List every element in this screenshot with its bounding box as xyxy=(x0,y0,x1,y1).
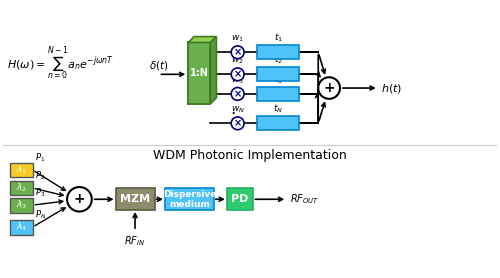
Text: $P_3$: $P_3$ xyxy=(35,187,45,199)
Text: ×: × xyxy=(234,89,241,99)
Text: $w_2$: $w_2$ xyxy=(232,56,244,66)
Text: $\lambda_1$: $\lambda_1$ xyxy=(16,164,27,176)
Circle shape xyxy=(231,68,244,81)
Text: $w_3$: $w_3$ xyxy=(231,75,244,86)
FancyBboxPatch shape xyxy=(227,188,254,210)
FancyBboxPatch shape xyxy=(258,87,300,101)
Polygon shape xyxy=(210,37,216,104)
Text: $P_2$: $P_2$ xyxy=(35,170,45,182)
Text: ×: × xyxy=(234,47,241,57)
Text: .: . xyxy=(230,107,235,125)
Text: .: . xyxy=(230,100,235,118)
Polygon shape xyxy=(188,37,216,43)
Text: $w_N$: $w_N$ xyxy=(230,105,244,115)
Text: $\delta(t)$: $\delta(t)$ xyxy=(148,59,169,72)
Text: $P_N$: $P_N$ xyxy=(35,209,46,221)
Text: +: + xyxy=(74,192,85,206)
Text: $H(\omega) = \sum_{n=0}^{N-1} a_n e^{-j\omega nT}$: $H(\omega) = \sum_{n=0}^{N-1} a_n e^{-j\… xyxy=(6,46,114,83)
Text: MZM: MZM xyxy=(120,194,150,204)
Text: +: + xyxy=(324,81,335,95)
FancyBboxPatch shape xyxy=(188,43,210,104)
Text: $RF_{OUT}$: $RF_{OUT}$ xyxy=(290,192,319,206)
Text: PD: PD xyxy=(232,194,249,204)
FancyBboxPatch shape xyxy=(10,163,33,177)
Text: $\lambda_4$: $\lambda_4$ xyxy=(16,221,27,234)
Text: $P_1$: $P_1$ xyxy=(35,152,45,164)
Circle shape xyxy=(231,88,244,100)
Circle shape xyxy=(231,46,244,59)
Text: $w_1$: $w_1$ xyxy=(231,33,244,44)
Text: WDM Photonic Implementation: WDM Photonic Implementation xyxy=(153,149,347,162)
FancyBboxPatch shape xyxy=(10,220,33,235)
Text: $t_2$: $t_2$ xyxy=(274,54,283,66)
FancyBboxPatch shape xyxy=(258,45,300,59)
Polygon shape xyxy=(188,43,210,104)
FancyBboxPatch shape xyxy=(116,188,154,210)
FancyBboxPatch shape xyxy=(258,68,300,81)
FancyBboxPatch shape xyxy=(165,188,214,210)
Text: $h(t)$: $h(t)$ xyxy=(381,81,402,95)
Text: $t_N$: $t_N$ xyxy=(274,103,283,115)
FancyBboxPatch shape xyxy=(10,198,33,212)
Text: ×: × xyxy=(234,118,241,128)
Text: ×: × xyxy=(234,69,241,79)
Text: 1:N: 1:N xyxy=(190,68,209,78)
FancyBboxPatch shape xyxy=(10,181,33,195)
Circle shape xyxy=(231,117,244,130)
Text: $\lambda_3$: $\lambda_3$ xyxy=(16,199,27,211)
Text: $RF_{IN}$: $RF_{IN}$ xyxy=(124,235,146,248)
Text: $\lambda_2$: $\lambda_2$ xyxy=(16,182,27,194)
Text: $t_1$: $t_1$ xyxy=(274,32,283,44)
Text: $t_3$: $t_3$ xyxy=(274,74,283,86)
FancyBboxPatch shape xyxy=(258,116,300,130)
Text: Dispersive
medium: Dispersive medium xyxy=(162,190,216,209)
